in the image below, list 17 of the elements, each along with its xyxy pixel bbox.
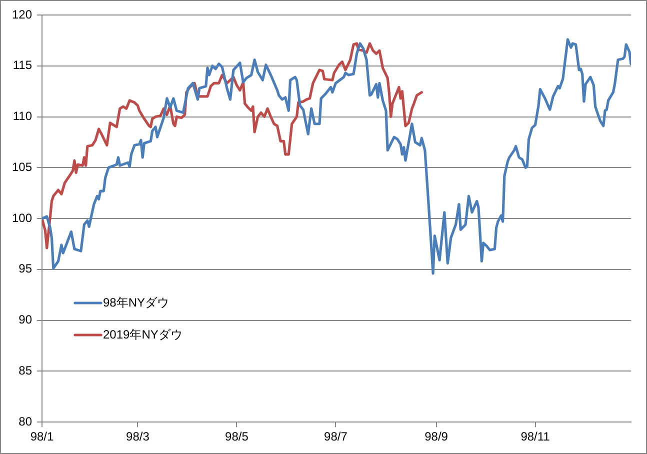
y-tick-label: 85 <box>18 363 32 378</box>
y-tick-label: 80 <box>18 414 32 428</box>
y-tick-label: 100 <box>12 210 32 225</box>
legend-label: 98年NYダウ <box>103 295 170 310</box>
x-tick-label: 98/5 <box>225 430 249 444</box>
y-tick-label: 105 <box>12 160 32 174</box>
x-tick-label: 98/3 <box>126 430 150 444</box>
y-tick-label: 110 <box>12 109 32 124</box>
x-tick-label: 98/9 <box>424 430 448 444</box>
x-tick-label: 98/1 <box>30 430 54 444</box>
legend-label: 2019年NYダウ <box>103 327 182 342</box>
y-tick-label: 120 <box>12 7 32 22</box>
y-tick-label: 115 <box>12 58 32 72</box>
y-tick-label: 95 <box>18 262 32 276</box>
x-tick-label: 98/7 <box>324 430 348 444</box>
y-tick-label: 90 <box>18 312 32 327</box>
x-tick-label: 98/11 <box>520 430 550 444</box>
